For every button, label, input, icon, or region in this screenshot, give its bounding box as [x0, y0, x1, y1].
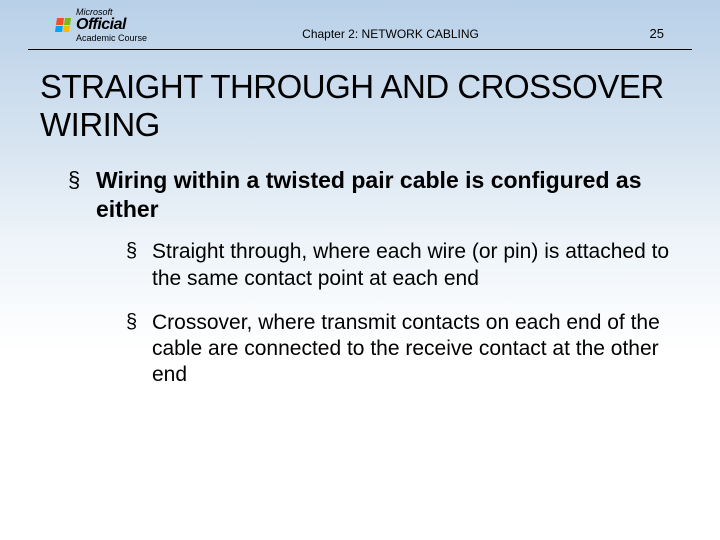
- page-number: 25: [634, 26, 664, 43]
- slide-header: Microsoft Official Academic Course Chapt…: [28, 0, 692, 50]
- brand-logo: Microsoft Official Academic Course: [56, 8, 147, 43]
- bullet-list-level1: Wiring within a twisted pair cable is co…: [40, 166, 680, 389]
- slide-content: Wiring within a twisted pair cable is co…: [0, 156, 720, 389]
- sub-bullet: Straight through, where each wire (or pi…: [126, 239, 680, 292]
- brand-mid-label: Official: [76, 17, 147, 33]
- chapter-label: Chapter 2: NETWORK CABLING: [147, 27, 634, 43]
- brand-bottom-label: Academic Course: [76, 34, 147, 43]
- brand-text: Microsoft Official Academic Course: [76, 8, 147, 43]
- bullet-main-text: Wiring within a twisted pair cable is co…: [96, 167, 642, 222]
- bullet-main: Wiring within a twisted pair cable is co…: [68, 166, 680, 389]
- bullet-list-level2: Straight through, where each wire (or pi…: [96, 239, 680, 388]
- slide-title: STRAIGHT THROUGH AND CROSSOVER WIRING: [0, 50, 720, 156]
- sub-bullet: Crossover, where transmit contacts on ea…: [126, 310, 680, 389]
- microsoft-flag-icon: [55, 18, 71, 32]
